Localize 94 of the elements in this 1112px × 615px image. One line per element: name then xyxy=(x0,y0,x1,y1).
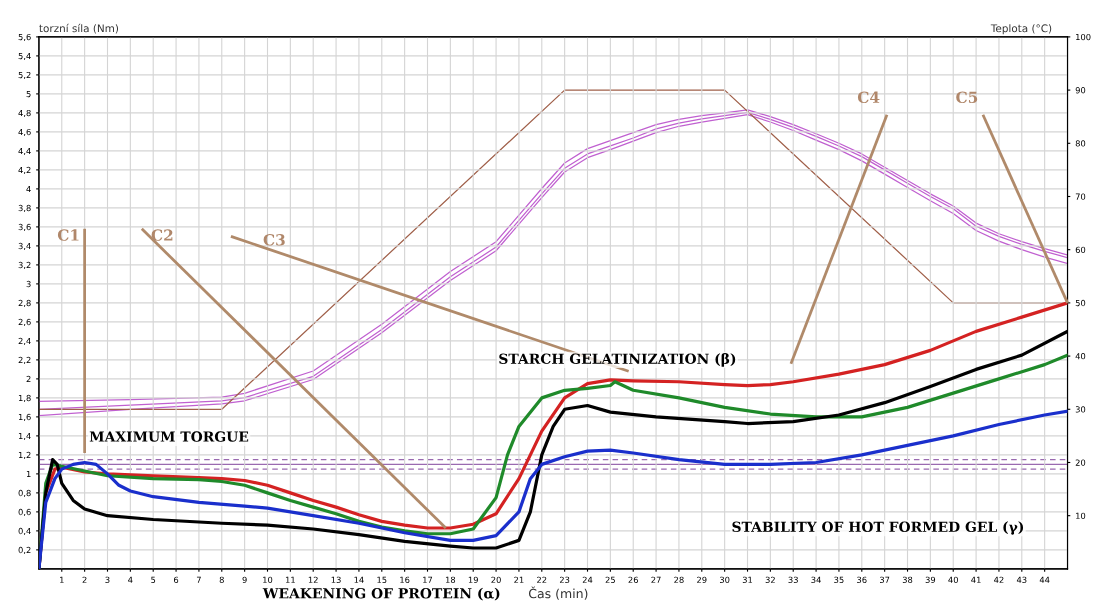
annotation: C5 xyxy=(956,91,978,104)
x-tick-label: 39 xyxy=(925,576,936,583)
x-tick-label: 41 xyxy=(971,576,981,583)
x-tick-label: 3 xyxy=(105,576,110,583)
y-tick-label: 5,4 xyxy=(18,52,31,61)
annotation: STARCH GELATINIZATION (β) xyxy=(499,353,736,367)
x-tick-label: 31 xyxy=(742,576,753,583)
x-tick-label: 35 xyxy=(834,576,844,583)
y-tick-label: 1,2 xyxy=(18,451,31,460)
x-tick-label: 43 xyxy=(1016,576,1027,583)
y2-tick-label: 70 xyxy=(1075,193,1086,200)
x-tick-label: 27 xyxy=(651,576,661,583)
x-tick-label: 16 xyxy=(400,576,410,583)
y2-tick-label: 10 xyxy=(1076,512,1086,519)
text: WEAKENING OF PROTEIN (α) xyxy=(262,587,500,601)
annotation: C3 xyxy=(263,234,285,246)
annotation: C1 xyxy=(57,229,79,241)
x-tick-label: 10 xyxy=(263,576,273,583)
y-tick-label: 1,6 xyxy=(18,413,31,422)
y-tick-label: 3,2 xyxy=(18,261,31,270)
x-tick-label: 33 xyxy=(788,576,798,583)
x-tick-label: 17 xyxy=(423,576,433,583)
y2-tick-label: 60 xyxy=(1075,246,1086,253)
annotation: MAXIMUM TORGUE xyxy=(89,431,249,442)
y2-tick-label: 40 xyxy=(1075,353,1086,360)
x-tick-label: 12 xyxy=(308,576,318,583)
x-tick-label: 8 xyxy=(219,576,224,583)
x-tick-label: 19 xyxy=(468,576,478,583)
x-tick-label: 7 xyxy=(196,576,201,583)
x-tick-label: 20 xyxy=(491,576,501,583)
y-tick-label: 0,8 xyxy=(18,489,31,498)
x-tick-label: 18 xyxy=(445,576,456,583)
y2-tick-label: 90 xyxy=(1075,87,1086,94)
x-tick-label: 37 xyxy=(879,576,890,583)
y-tick-label: 2 xyxy=(26,375,31,383)
y2-axis-title: Teplota (°C) xyxy=(990,24,1052,35)
x-tick-label: 6 xyxy=(174,576,179,583)
y-tick-label: 5,6 xyxy=(18,33,31,42)
y-tick-label: 3 xyxy=(26,280,31,288)
x-tick-label: 40 xyxy=(948,576,958,583)
x-tick-label: 32 xyxy=(765,576,775,583)
y-tick-label: 0,4 xyxy=(18,527,31,536)
y-tick-label: 1,4 xyxy=(18,432,31,441)
y-tick-label: 0,6 xyxy=(18,508,31,517)
x-tick-label: 4 xyxy=(128,576,133,583)
y-tick-label: 3,8 xyxy=(18,204,31,213)
x-tick-label: 29 xyxy=(697,576,707,583)
y-tick-label: 4,8 xyxy=(18,109,31,118)
y-tick-label: 3,6 xyxy=(18,223,31,232)
x-tick-label: 30 xyxy=(719,576,730,583)
y-tick-label: 4 xyxy=(26,185,31,193)
y-tick-label: 4,4 xyxy=(18,147,31,156)
x-tick-label: 42 xyxy=(994,576,1004,583)
x-tick-label: 2 xyxy=(82,576,87,583)
x-tick-label: 24 xyxy=(582,576,593,583)
x-tick-label: 1 xyxy=(60,576,64,583)
x-tick-label: 34 xyxy=(811,576,821,583)
annotation: STABILITY OF HOT FORMED GEL (γ) xyxy=(732,521,1024,535)
y2-tick-label: 80 xyxy=(1075,140,1086,147)
y-tick-label: 2,6 xyxy=(18,318,31,327)
x-tick-label: 13 xyxy=(331,576,341,583)
y2-tick-label: 100 xyxy=(1076,33,1091,41)
x-tick-label: 23 xyxy=(559,576,570,583)
y-tick-label: 1,8 xyxy=(18,394,31,403)
x-tick-label: 11 xyxy=(285,576,295,583)
x-tick-label: 22 xyxy=(537,576,547,583)
x-tick-label: 25 xyxy=(605,576,615,583)
x-tick-label: 28 xyxy=(674,576,684,583)
y-tick-label: 1 xyxy=(26,470,31,478)
y-tick-label: 2,4 xyxy=(18,337,31,346)
x-tick-label: 36 xyxy=(857,576,867,583)
x-tick-label: 14 xyxy=(354,576,364,583)
x-axis-title: Čas (min) xyxy=(528,586,588,600)
y-tick-label: 0,2 xyxy=(18,546,31,555)
x-tick-label: 26 xyxy=(628,576,638,583)
y-tick-label: 4,6 xyxy=(18,128,31,137)
annotation: C2 xyxy=(151,229,173,241)
y-tick-label: 2,2 xyxy=(18,356,31,365)
x-tick-label: 44 xyxy=(1039,576,1050,583)
y-tick-label: 5,2 xyxy=(18,71,31,80)
y2-tick-label: 30 xyxy=(1075,406,1086,413)
x-tick-label: 15 xyxy=(377,576,387,583)
y2-tick-label: 50 xyxy=(1075,299,1086,307)
x-tick-label: 38 xyxy=(902,576,913,583)
y-axis-title: torzní síla (Nm) xyxy=(39,23,119,34)
x-tick-label: 21 xyxy=(514,576,524,583)
y-tick-label: 3,4 xyxy=(18,242,31,251)
y-tick-label: 5 xyxy=(26,90,31,98)
y2-tick-label: 20 xyxy=(1075,459,1086,466)
y-tick-label: 4,2 xyxy=(18,166,31,175)
annotation: C4 xyxy=(857,91,880,104)
y-tick-label: 2,8 xyxy=(18,299,31,308)
x-tick-label: 9 xyxy=(242,576,247,583)
x-tick-label: 5 xyxy=(151,576,156,583)
